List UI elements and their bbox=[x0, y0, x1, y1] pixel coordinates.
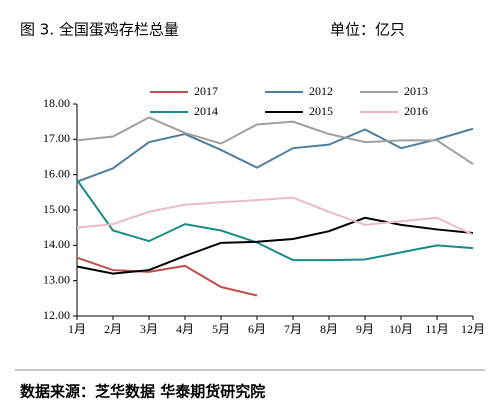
x-tick-label: 3月 bbox=[140, 322, 158, 336]
series-line bbox=[76, 127, 474, 183]
series-line bbox=[76, 216, 474, 275]
y-tick-label: 18.00 bbox=[43, 96, 70, 110]
source-note: 数据来源：芝华数据 华泰期货研究院 bbox=[20, 383, 265, 401]
series-line bbox=[76, 256, 258, 297]
x-tick-label: 12月 bbox=[461, 322, 485, 336]
legend-label: 2014 bbox=[194, 104, 218, 118]
x-tick-label: 10月 bbox=[389, 322, 413, 336]
y-tick-label: 12.00 bbox=[43, 308, 70, 322]
legend-label: 2013 bbox=[404, 84, 428, 98]
x-tick-label: 11月 bbox=[425, 322, 449, 336]
legend-label: 2015 bbox=[309, 104, 333, 118]
series-line bbox=[76, 179, 474, 262]
x-tick-label: 7月 bbox=[284, 322, 302, 336]
series-line bbox=[76, 196, 474, 236]
legend-label: 2016 bbox=[404, 104, 428, 118]
x-tick-label: 4月 bbox=[176, 322, 194, 336]
y-tick-label: 13.00 bbox=[43, 272, 70, 286]
x-tick-label: 8月 bbox=[320, 322, 338, 336]
x-tick-label: 2月 bbox=[104, 322, 122, 336]
x-tick-label: 9月 bbox=[356, 322, 374, 336]
y-tick-label: 17.00 bbox=[43, 131, 70, 145]
y-tick-label: 14.00 bbox=[43, 237, 70, 251]
chart-title: 图 3. 全国蛋鸡存栏总量 bbox=[20, 21, 179, 39]
unit-label: 单位：亿只 bbox=[330, 21, 405, 39]
y-tick-label: 16.00 bbox=[43, 166, 70, 180]
series-line bbox=[76, 116, 474, 165]
legend-label: 2012 bbox=[309, 84, 333, 98]
x-tick-label: 6月 bbox=[248, 322, 266, 336]
x-tick-label: 1月 bbox=[68, 322, 86, 336]
legend-label: 2017 bbox=[194, 84, 218, 98]
x-tick-label: 5月 bbox=[212, 322, 230, 336]
y-tick-label: 15.00 bbox=[43, 202, 70, 216]
